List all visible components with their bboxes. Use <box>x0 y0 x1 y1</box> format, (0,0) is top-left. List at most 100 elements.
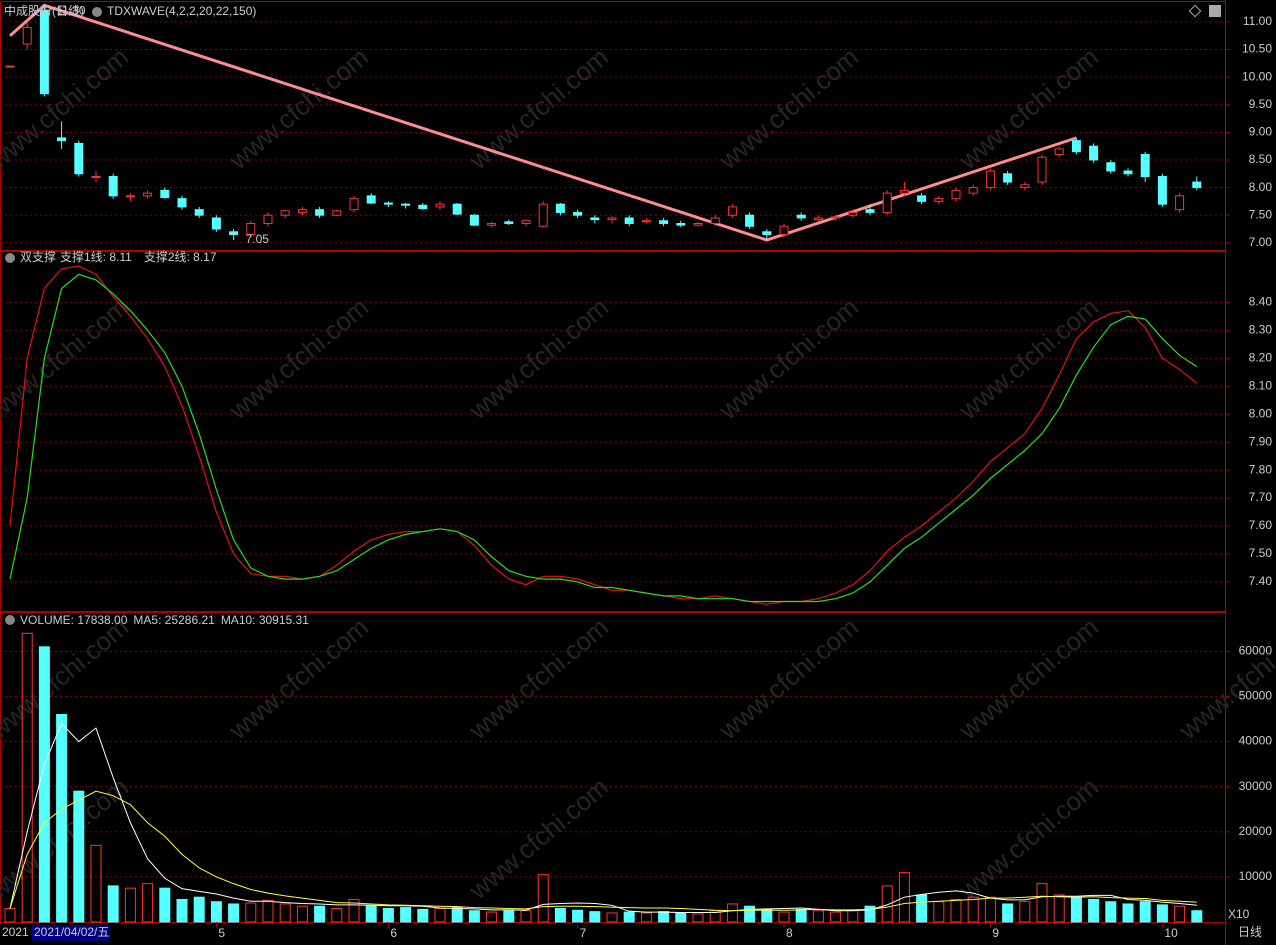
volume-bar <box>623 911 635 923</box>
volume-bar <box>554 907 566 923</box>
y-tick-label: 8.40 <box>1249 294 1273 308</box>
volume-bar <box>228 903 240 923</box>
candle-body <box>985 170 995 189</box>
panel-title: 双支撑 <box>20 249 56 264</box>
candle-body <box>951 189 961 200</box>
volume-bar <box>1122 903 1134 923</box>
candle-body <box>555 203 565 213</box>
candle-body <box>745 214 755 227</box>
y-tick-label: 7.90 <box>1249 434 1273 448</box>
candle-body <box>538 203 548 227</box>
candle-body <box>280 210 290 216</box>
x-tick-label: 5 <box>218 926 225 940</box>
volume-bar <box>589 911 601 923</box>
candle-body <box>1106 162 1116 172</box>
volume-bar <box>537 874 549 923</box>
menu-icon[interactable] <box>5 253 15 263</box>
stock-title: 中成股份(日线) <box>4 3 84 18</box>
period-button[interactable]: 日线 <box>1238 925 1262 939</box>
volume-bar <box>1036 883 1048 923</box>
volume-bar <box>503 910 515 923</box>
volume-bar <box>90 844 102 923</box>
candle-body <box>727 206 737 216</box>
candle-body <box>22 26 32 45</box>
volume-bar <box>830 911 842 923</box>
volume-bar <box>107 885 119 923</box>
legend-entry: VOLUME: 17838.00 <box>20 613 128 627</box>
volume-bar <box>675 912 687 923</box>
ma-line <box>9 722 1197 914</box>
volume-bar <box>1156 904 1168 923</box>
candle-body <box>418 204 428 210</box>
candle-body <box>1089 145 1099 161</box>
candle-body <box>968 187 978 194</box>
volume-bar <box>864 905 876 923</box>
volume-unit: X10 <box>1228 907 1250 921</box>
candle-body <box>573 211 583 216</box>
volume-bar <box>56 713 68 923</box>
volume-bar <box>314 905 326 923</box>
legend-entry: 支撑2线: 8.17 <box>144 249 217 264</box>
volume-bar <box>159 887 171 923</box>
y-tick-label: 10000 <box>1239 869 1273 883</box>
candle-body <box>125 195 135 198</box>
candle-body <box>297 209 307 213</box>
volume-bar <box>692 913 704 923</box>
candle-body <box>39 10 49 95</box>
legend-entry: MA5: 25286.21 <box>133 613 215 627</box>
volume-bar <box>1139 901 1151 923</box>
candle-body <box>435 203 445 208</box>
candle-body <box>934 198 944 202</box>
candle-body <box>91 176 101 179</box>
menu-icon[interactable] <box>5 615 15 625</box>
candle-body <box>710 217 720 224</box>
candle-body <box>211 217 221 230</box>
y-tick-label: 7.80 <box>1249 462 1273 476</box>
ma-line <box>9 790 1197 912</box>
candle-body <box>813 217 823 221</box>
volume-bar <box>21 632 33 923</box>
selected-date: 2021/04/02/五 <box>34 925 109 939</box>
y-tick-label: 50000 <box>1239 689 1273 703</box>
volume-bar <box>1070 896 1082 923</box>
volume-bar <box>176 898 188 923</box>
candle-body <box>401 203 411 206</box>
x-tick-label: 8 <box>786 926 793 940</box>
y-tick-label: 7.70 <box>1249 490 1273 504</box>
volume-bar <box>124 887 136 923</box>
y-tick-label: 7.50 <box>1249 546 1273 560</box>
volume-bar <box>210 901 222 923</box>
candle-body <box>452 203 462 215</box>
axis-first-label: 2021 <box>2 925 29 939</box>
x-tick-label: 10 <box>1164 926 1178 940</box>
volume-bar <box>967 896 979 923</box>
volume-bar <box>382 907 394 923</box>
menu-icon[interactable] <box>92 7 102 17</box>
candle-body <box>1020 184 1030 189</box>
wave-line <box>9 3 1077 242</box>
volume-bar <box>486 911 498 923</box>
candle-body <box>1071 140 1081 153</box>
volume-bar <box>726 903 738 923</box>
volume-bar <box>73 790 85 923</box>
volume-bar <box>950 898 962 923</box>
x-tick-label: 9 <box>992 926 999 940</box>
volume-bar <box>331 907 343 923</box>
window-icon[interactable] <box>1209 5 1221 17</box>
frames <box>0 0 1226 945</box>
candle-body <box>349 198 359 211</box>
y-tick-label: 8.20 <box>1249 350 1273 364</box>
volume-bar <box>640 912 652 923</box>
candle-body <box>917 195 927 202</box>
volume-bar <box>279 903 291 923</box>
candle-body <box>57 137 67 142</box>
candle-body <box>315 209 325 216</box>
y-tick-label: 60000 <box>1239 644 1273 658</box>
volume-bar <box>400 907 412 923</box>
diamond-icon[interactable] <box>1188 4 1202 18</box>
volume-bar <box>1191 910 1203 923</box>
candle-body <box>882 192 892 213</box>
volume-bar <box>142 883 154 923</box>
candle-body <box>366 195 376 204</box>
